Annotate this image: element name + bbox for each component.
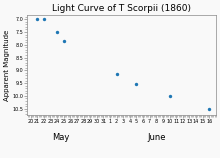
Point (55, 31, 59, 33)
Point (207, 107, 211, 110)
Title: Light Curve of T Scorpii (1860): Light Curve of T Scorpii (1860) (52, 4, 191, 13)
Point (62, 40, 65, 42)
Point (135, 83, 138, 86)
Point (168, 95, 171, 97)
Point (42, 18, 46, 20)
Text: June: June (147, 133, 165, 142)
Text: May: May (52, 133, 69, 142)
Y-axis label: Apparent Magnitude: Apparent Magnitude (4, 30, 10, 101)
Point (35, 18, 39, 20)
Point (115, 73, 118, 75)
